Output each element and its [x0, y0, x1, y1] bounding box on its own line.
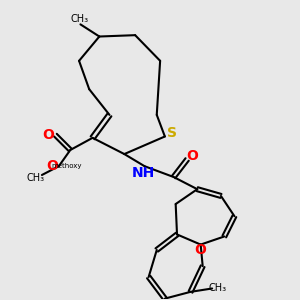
Text: CH₃: CH₃	[70, 14, 88, 24]
Text: O: O	[195, 243, 207, 257]
Text: methoxy: methoxy	[52, 163, 82, 169]
Text: NH: NH	[132, 166, 155, 180]
Text: O: O	[46, 159, 58, 173]
Text: O: O	[43, 128, 55, 142]
Text: S: S	[167, 126, 177, 140]
Text: CH₃: CH₃	[26, 173, 44, 183]
Text: O: O	[187, 149, 199, 163]
Text: CH₃: CH₃	[208, 284, 226, 293]
